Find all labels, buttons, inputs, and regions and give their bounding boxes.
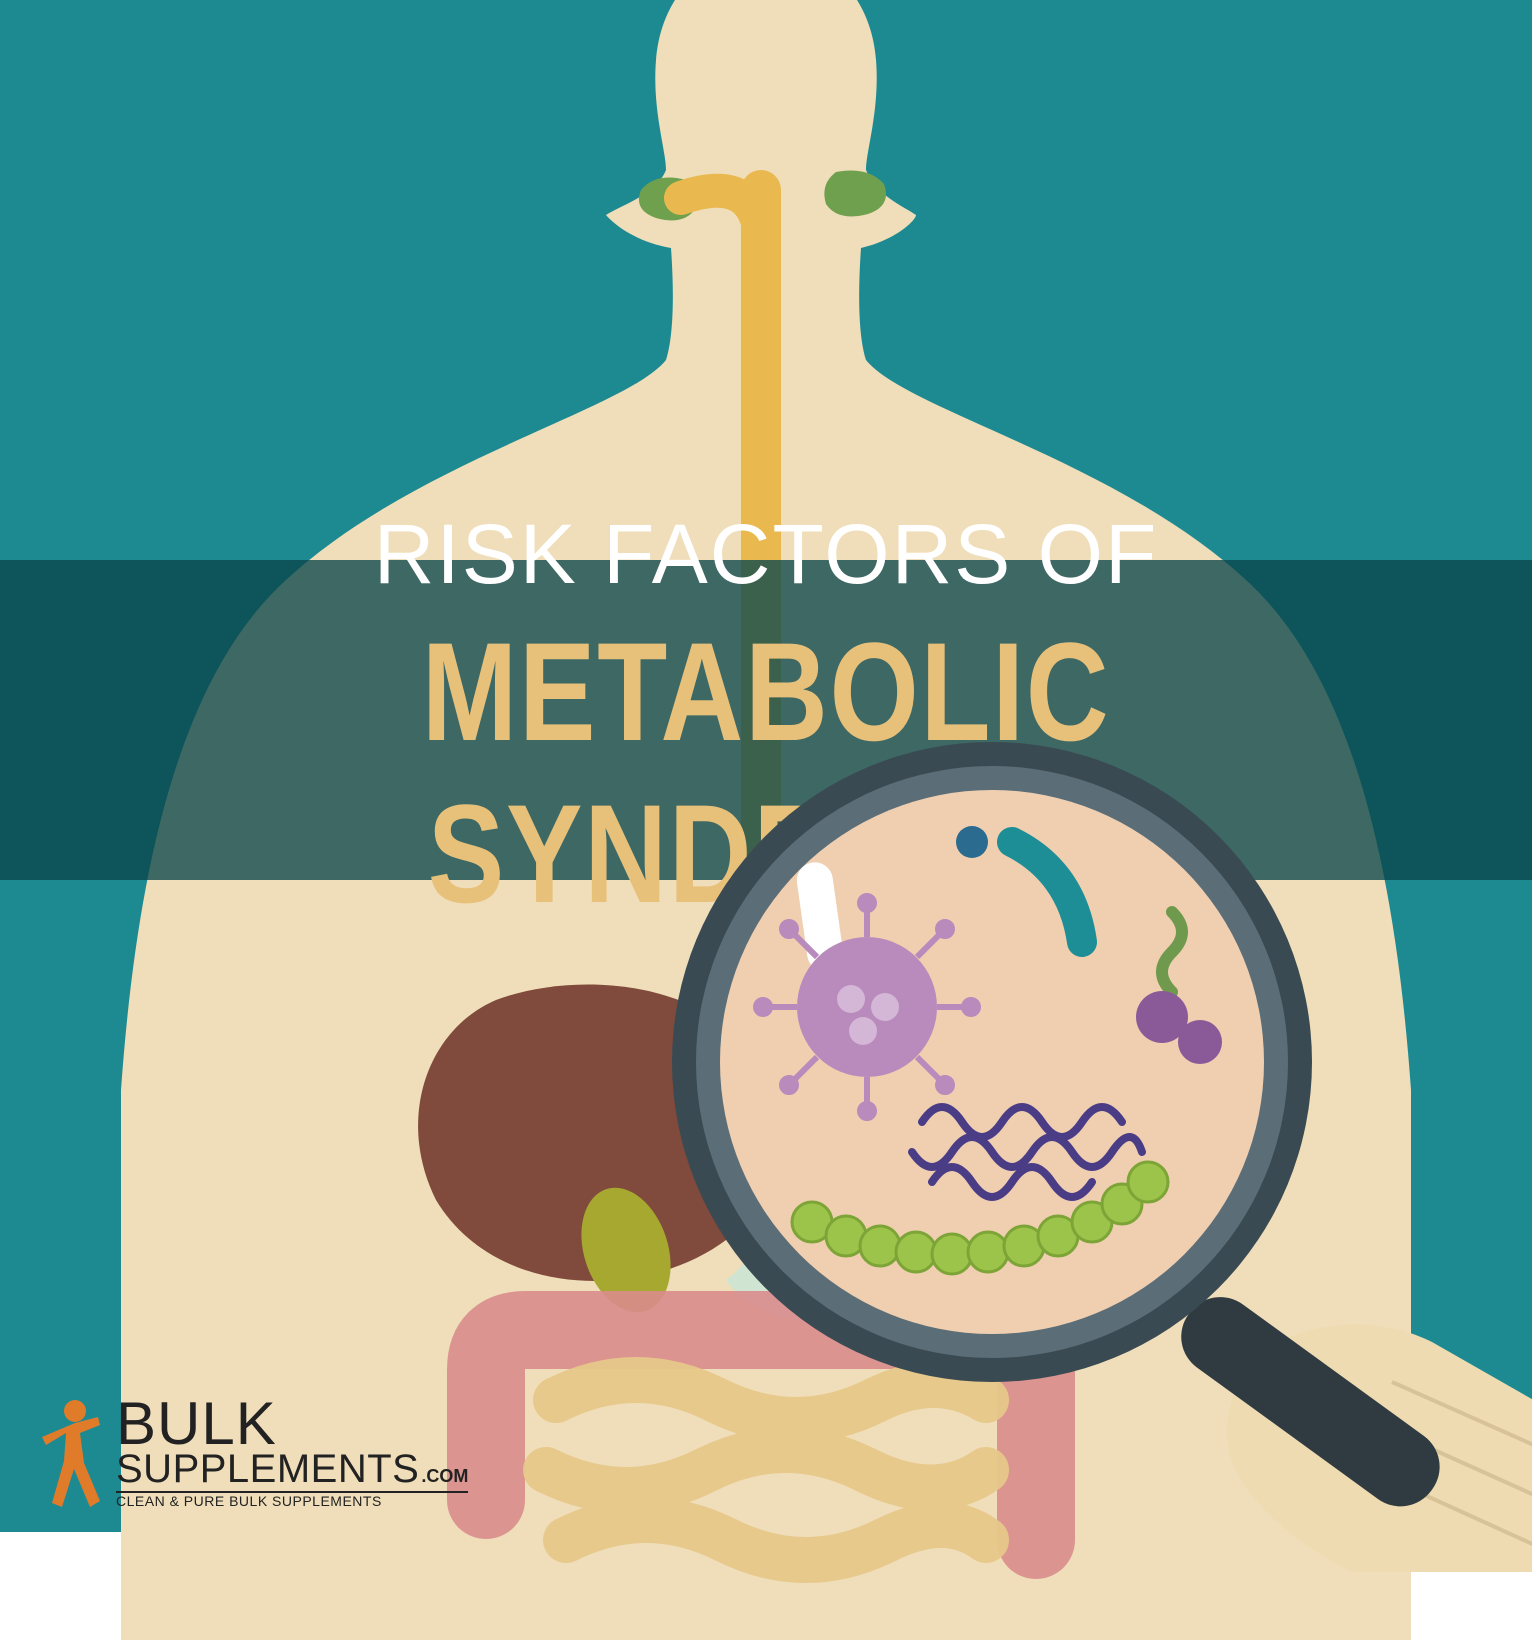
infographic-canvas: RISK FACTORS OF METABOLIC SYNDROME (0, 0, 1532, 1532)
logo-figure-icon (40, 1397, 110, 1507)
title-line-1: RISK FACTORS OF (374, 506, 1159, 603)
magnifying-glass (652, 722, 1532, 1572)
logo-word-com: .COM (421, 1466, 468, 1486)
logo-word-bulk: BULK (116, 1397, 468, 1451)
salivary-gland-right (824, 171, 886, 217)
logo-tagline: CLEAN & PURE BULK SUPPLEMENTS (116, 1491, 468, 1508)
brand-logo: BULK SUPPLEMENTS.COM CLEAN & PURE BULK S… (40, 1397, 468, 1508)
logo-word-supplements: SUPPLEMENTS (116, 1447, 419, 1491)
logo-text: BULK SUPPLEMENTS.COM CLEAN & PURE BULK S… (116, 1397, 468, 1508)
